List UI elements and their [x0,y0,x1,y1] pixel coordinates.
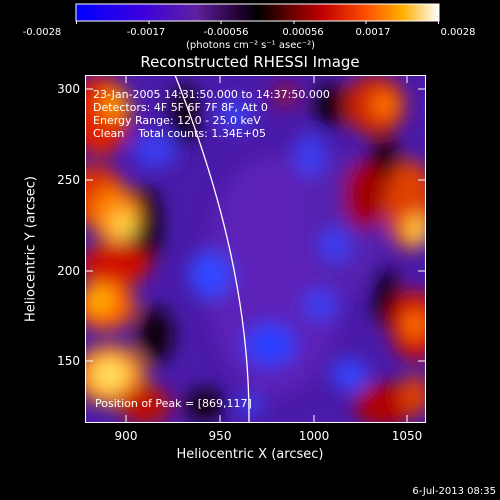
y-tick-label: 150 [57,354,80,368]
x-tick-label: 950 [208,429,232,443]
colorbar-tick-label: 0.0017 [355,27,391,38]
energy-range-text: Energy Range: 12.0 - 25.0 keV [93,114,261,127]
solar-limb-line [174,75,250,423]
x-tick-label: 1050 [391,429,423,443]
colorbar-tick-label: 0.00056 [282,27,324,38]
y-tick-label: 250 [57,173,80,187]
plot-title: Reconstructed RHESSI Image [140,53,360,71]
colorbar-tick-label: -0.00056 [203,27,249,38]
rhessi-image [85,75,426,423]
colorbar-tick-label: -0.0017 [126,27,166,38]
y-axis-label: Heliocentric Y (arcsec) [23,176,39,322]
x-axis-label: Heliocentric X (arcsec) [176,447,324,462]
x-tick-label: 1000 [298,429,330,443]
x-tick-label: 900 [114,429,138,443]
y-tick-label: 300 [57,82,80,96]
detectors-text: Detectors: 4F 5F 6F 7F 8F, Att 0 [93,101,268,114]
time-range-text: 23-Jan-2005 14:31:50.000 to 14:37:50.000 [93,88,330,101]
clean-counts-text: Clean Total counts: 1.34E+05 [93,127,267,140]
colorbar-tick-label: -0.0028 [22,27,62,38]
peak-position-text: Position of Peak = [869,117] [95,397,252,410]
colorbar-units: (photons cm⁻² s⁻¹ asec⁻²) [186,40,316,51]
footer-date: 6-Jul-2013 08:35 [412,486,496,497]
colorbar-tick-label: 0.0028 [440,27,476,38]
y-tick-label: 200 [57,264,80,278]
colorbar [75,3,440,24]
